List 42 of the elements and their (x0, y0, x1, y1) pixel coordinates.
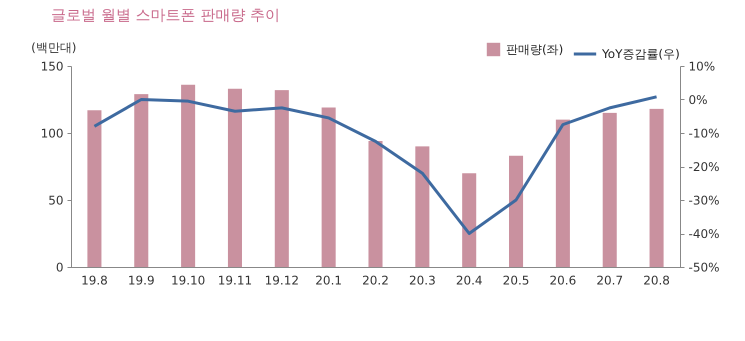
legend-label: 판매량(좌) (506, 42, 564, 56)
line-series (92, 95, 658, 235)
bar (462, 173, 476, 267)
x-tick-label: 19.9 (128, 274, 155, 288)
x-tick-label: 20.1 (315, 274, 342, 288)
bar (134, 94, 148, 267)
y2-tick-label: -40% (688, 227, 720, 241)
bar (322, 108, 336, 267)
bar (509, 156, 524, 267)
y-tick-label: 100 (40, 126, 64, 140)
x-tick-label: 19.10 (170, 274, 206, 288)
x-tick-label: 20.5 (502, 274, 530, 288)
y2-tick-label: -30% (688, 194, 720, 208)
x-tick-label: 20.3 (408, 274, 436, 288)
x-tick-label: 20.6 (550, 274, 576, 288)
y2-tick-label: -20% (688, 160, 720, 174)
bar (87, 110, 102, 267)
x-tick-label: 20.2 (362, 274, 389, 288)
bar (650, 108, 664, 267)
bar (228, 88, 242, 267)
x-tick-label: 20.8 (643, 274, 670, 288)
y-tick-label: 150 (40, 60, 64, 74)
x-tick-label: 19.12 (264, 274, 299, 288)
x-tick-label: 20.4 (456, 274, 483, 288)
bar (368, 141, 383, 267)
x-tick-label: 20.7 (596, 274, 624, 288)
legend-label: YoY증감률(우) (601, 47, 680, 61)
bar (274, 90, 289, 267)
x-tick-label: 19.8 (81, 274, 108, 288)
bar (602, 112, 617, 267)
x-tick-label: 19.11 (218, 274, 252, 288)
y-tick-label: 0 (56, 260, 64, 274)
bar (181, 84, 196, 267)
y-tick-label: 50 (48, 194, 64, 208)
y2-tick-label: 10% (688, 60, 716, 74)
bar (415, 146, 430, 267)
y2-tick-label: -10% (688, 126, 720, 140)
y-axis-title: (백만대) (31, 40, 76, 54)
y2-tick-label: -50% (688, 260, 720, 274)
bar (556, 120, 570, 267)
chart-title: 글로벌 월별 스마트폰 판매량 추이 (51, 6, 280, 24)
y2-tick-label: 0% (688, 93, 708, 107)
